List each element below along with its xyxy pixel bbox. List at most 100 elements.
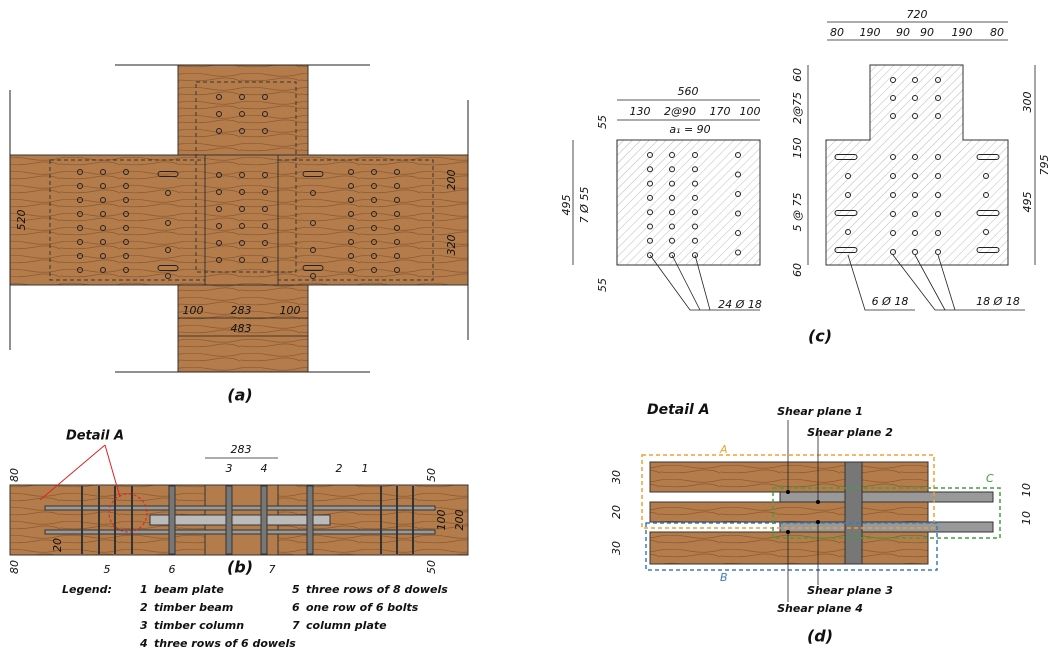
dimension: 483 xyxy=(231,322,252,335)
dimension: 320 xyxy=(445,235,458,256)
legend-number: 5 xyxy=(292,583,300,596)
legend-text: column plate xyxy=(306,619,387,632)
group-label: B xyxy=(720,571,728,584)
dimension: 80 xyxy=(8,468,21,482)
dimension: 80 xyxy=(830,26,844,39)
dimension: 24 Ø 18 xyxy=(718,298,762,311)
dimension: 200 xyxy=(453,510,466,531)
point xyxy=(786,530,790,534)
legend-text: beam plate xyxy=(154,583,224,596)
legend-text: timber beam xyxy=(154,601,233,614)
marker: 7 xyxy=(269,563,276,576)
dimension: 30 xyxy=(610,470,623,484)
bolt xyxy=(226,486,232,554)
caption: (d) xyxy=(807,627,833,646)
dimension: 720 xyxy=(907,8,928,21)
dimension: 190 xyxy=(860,26,881,39)
dimension: 80 xyxy=(990,26,1004,39)
dimension: 55 xyxy=(596,115,609,129)
group-label: A xyxy=(719,443,728,456)
dimension: 50 xyxy=(425,468,438,482)
dimension: 190 xyxy=(952,26,973,39)
bolt xyxy=(261,486,267,554)
dimension: 60 xyxy=(791,68,804,82)
dowel xyxy=(845,462,862,564)
dimension: 6 Ø 18 xyxy=(872,295,909,308)
legend-number: 4 xyxy=(139,637,148,650)
legend-number: 2 xyxy=(140,601,148,614)
legend-number: 6 xyxy=(292,601,300,614)
dimension: 20 xyxy=(51,538,64,552)
dimension: 795 xyxy=(1038,155,1051,176)
detail-label: Detail A xyxy=(66,429,124,444)
caption: (c) xyxy=(808,327,832,346)
shear-plane: Shear plane 2 xyxy=(807,426,893,439)
dimension: 10 xyxy=(1020,511,1033,525)
panel-a: 520 200 320 100 283 100 483 (a) xyxy=(10,65,468,405)
dimension: 10 xyxy=(1020,483,1033,497)
marker: 3 xyxy=(226,462,233,475)
dimension: 283 xyxy=(231,304,252,317)
point xyxy=(786,490,790,494)
dimension: 20 xyxy=(610,505,623,519)
dimension: a₁ = 90 xyxy=(669,123,710,136)
legend-text: one row of 6 bolts xyxy=(306,601,419,614)
dimension: 100 xyxy=(280,304,301,317)
dimension: 520 xyxy=(15,210,28,231)
beam-plate xyxy=(45,530,435,534)
caption: (b) xyxy=(227,558,253,577)
bolt xyxy=(169,486,175,554)
point xyxy=(816,520,820,524)
bolt xyxy=(307,486,313,554)
timber-beam xyxy=(650,502,928,522)
legend-text: three rows of 8 dowels xyxy=(306,583,448,596)
legend-number: 1 xyxy=(140,583,148,596)
dimension: 150 xyxy=(791,138,804,159)
shear-plane: Shear plane 1 xyxy=(777,405,863,418)
legend-number: 3 xyxy=(140,619,148,632)
legend: Legend: 1 beam plate 2 timber beam 3 timber c… xyxy=(62,583,448,650)
figure: 520 200 320 100 283 100 483 (a) Detail A… xyxy=(0,0,1052,652)
dimension: 60 xyxy=(791,263,804,277)
marker: 6 xyxy=(169,563,176,576)
shear-plane: Shear plane 4 xyxy=(777,602,863,615)
dimension: 560 xyxy=(678,85,699,98)
dimension: 200 xyxy=(445,170,458,191)
dimension: 100 xyxy=(435,510,448,531)
marker: 5 xyxy=(104,563,111,576)
detail-title: Detail A xyxy=(647,402,710,418)
dimension: 2@75 xyxy=(791,92,804,124)
beam-plate xyxy=(45,506,435,510)
panel-c: (c) xyxy=(573,22,1035,346)
group-label: C xyxy=(986,472,994,485)
legend-number: 7 xyxy=(292,619,300,632)
panel-b: Detail A 283 3 4 2 1 5 6 7 80 80 20 50 5… xyxy=(8,429,468,577)
dimension: 100 xyxy=(740,105,761,118)
dimension: 170 xyxy=(710,105,731,118)
dimension: 30 xyxy=(610,541,623,555)
dimension: 5 @ 75 xyxy=(791,193,804,232)
dimension: 7 Ø 55 xyxy=(578,187,591,224)
dimension: 90 xyxy=(920,26,934,39)
caption: (a) xyxy=(227,386,252,405)
legend-text: three rows of 6 dowels xyxy=(154,637,296,650)
marker: 1 xyxy=(362,462,369,475)
dimension: 495 xyxy=(1021,192,1034,213)
dimension: 300 xyxy=(1021,92,1034,113)
marker: 4 xyxy=(261,462,268,475)
dimension: 495 xyxy=(560,195,573,216)
shear-plane: Shear plane 3 xyxy=(807,584,893,597)
dimension: 80 xyxy=(8,560,21,574)
dimension: 100 xyxy=(183,304,204,317)
dimension: 130 xyxy=(630,105,651,118)
dimension: 90 xyxy=(896,26,910,39)
dimension: 18 Ø 18 xyxy=(976,295,1020,308)
dimension: 2@90 xyxy=(664,105,696,118)
steel-plate xyxy=(780,492,993,502)
legend-text: timber column xyxy=(154,619,244,632)
panel-d: Detail A Shear plane 1 Shear plane 2 She… xyxy=(610,402,1033,646)
legend-title: Legend: xyxy=(62,583,112,596)
timber-beam xyxy=(650,532,928,564)
dimension: 50 xyxy=(425,560,438,574)
marker: 2 xyxy=(336,462,343,475)
